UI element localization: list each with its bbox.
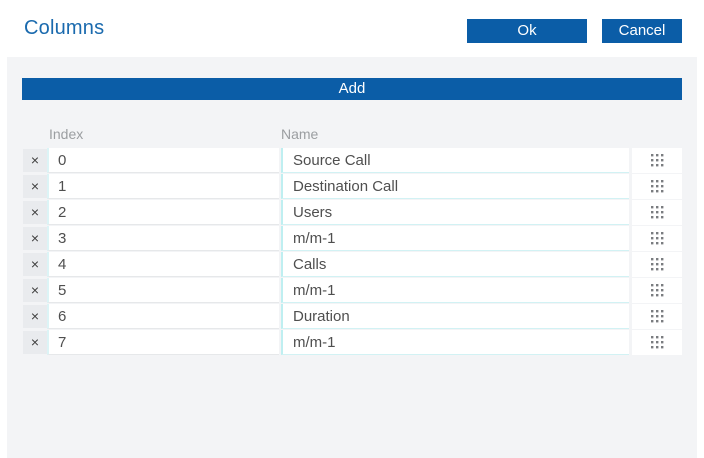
drag-handle-dots-icon — [650, 180, 663, 193]
drag-handle-dots-icon — [650, 258, 663, 271]
drag-handle[interactable] — [632, 304, 682, 329]
row-index-input[interactable] — [47, 200, 279, 225]
table-row: × — [22, 226, 682, 251]
drag-handle[interactable] — [632, 330, 682, 355]
index-column-header: Index — [49, 126, 84, 142]
drag-handle-dots-icon — [650, 336, 663, 349]
drag-handle[interactable] — [632, 226, 682, 251]
delete-row-button[interactable]: × — [23, 305, 47, 328]
delete-row-button[interactable]: × — [23, 227, 47, 250]
drag-handle-dots-icon — [650, 154, 663, 167]
row-index-input[interactable] — [47, 148, 279, 173]
delete-row-button[interactable]: × — [23, 331, 47, 354]
table-row: × — [22, 304, 682, 329]
columns-list: × × × — [22, 148, 682, 355]
delete-row-button[interactable]: × — [23, 201, 47, 224]
drag-handle-dots-icon — [650, 232, 663, 245]
name-column-header: Name — [281, 126, 319, 142]
row-index-input[interactable] — [47, 330, 279, 355]
row-index-input[interactable] — [47, 252, 279, 277]
drag-handle-dots-icon — [650, 206, 663, 219]
close-icon: × — [30, 256, 40, 272]
row-index-input[interactable] — [47, 226, 279, 251]
close-icon: × — [30, 204, 40, 220]
cancel-button[interactable]: Cancel — [602, 19, 682, 43]
close-icon: × — [30, 230, 40, 246]
delete-row-button[interactable]: × — [23, 149, 47, 172]
table-header-row: Index Name — [22, 125, 682, 143]
close-icon: × — [30, 152, 40, 168]
row-name-input[interactable] — [281, 278, 629, 303]
add-column-button[interactable]: Add — [22, 78, 682, 100]
drag-handle[interactable] — [632, 174, 682, 199]
row-name-input[interactable] — [281, 174, 629, 199]
drag-handle[interactable] — [632, 148, 682, 173]
row-index-input[interactable] — [47, 304, 279, 329]
table-row: × — [22, 200, 682, 225]
columns-panel: Add Index Name × × — [7, 57, 697, 458]
close-icon: × — [30, 282, 40, 298]
row-index-input[interactable] — [47, 278, 279, 303]
row-name-input[interactable] — [281, 226, 629, 251]
drag-handle[interactable] — [632, 252, 682, 277]
table-row: × — [22, 278, 682, 303]
row-name-input[interactable] — [281, 200, 629, 225]
delete-row-button[interactable]: × — [23, 175, 47, 198]
drag-handle[interactable] — [632, 278, 682, 303]
table-row: × — [22, 252, 682, 277]
table-row: × — [22, 174, 682, 199]
row-name-input[interactable] — [281, 304, 629, 329]
page-title: Columns — [24, 17, 105, 39]
delete-row-button[interactable]: × — [23, 279, 47, 302]
row-name-input[interactable] — [281, 148, 629, 173]
row-name-input[interactable] — [281, 330, 629, 355]
table-row: × — [22, 148, 682, 173]
close-icon: × — [30, 334, 40, 350]
delete-row-button[interactable]: × — [23, 253, 47, 276]
drag-handle-dots-icon — [650, 310, 663, 323]
top-bar: Columns Ok Cancel — [0, 0, 704, 57]
drag-handle-dots-icon — [650, 284, 663, 297]
close-icon: × — [30, 178, 40, 194]
close-icon: × — [30, 308, 40, 324]
row-name-input[interactable] — [281, 252, 629, 277]
ok-button[interactable]: Ok — [467, 19, 587, 43]
table-row: × — [22, 330, 682, 355]
drag-handle[interactable] — [632, 200, 682, 225]
row-index-input[interactable] — [47, 174, 279, 199]
